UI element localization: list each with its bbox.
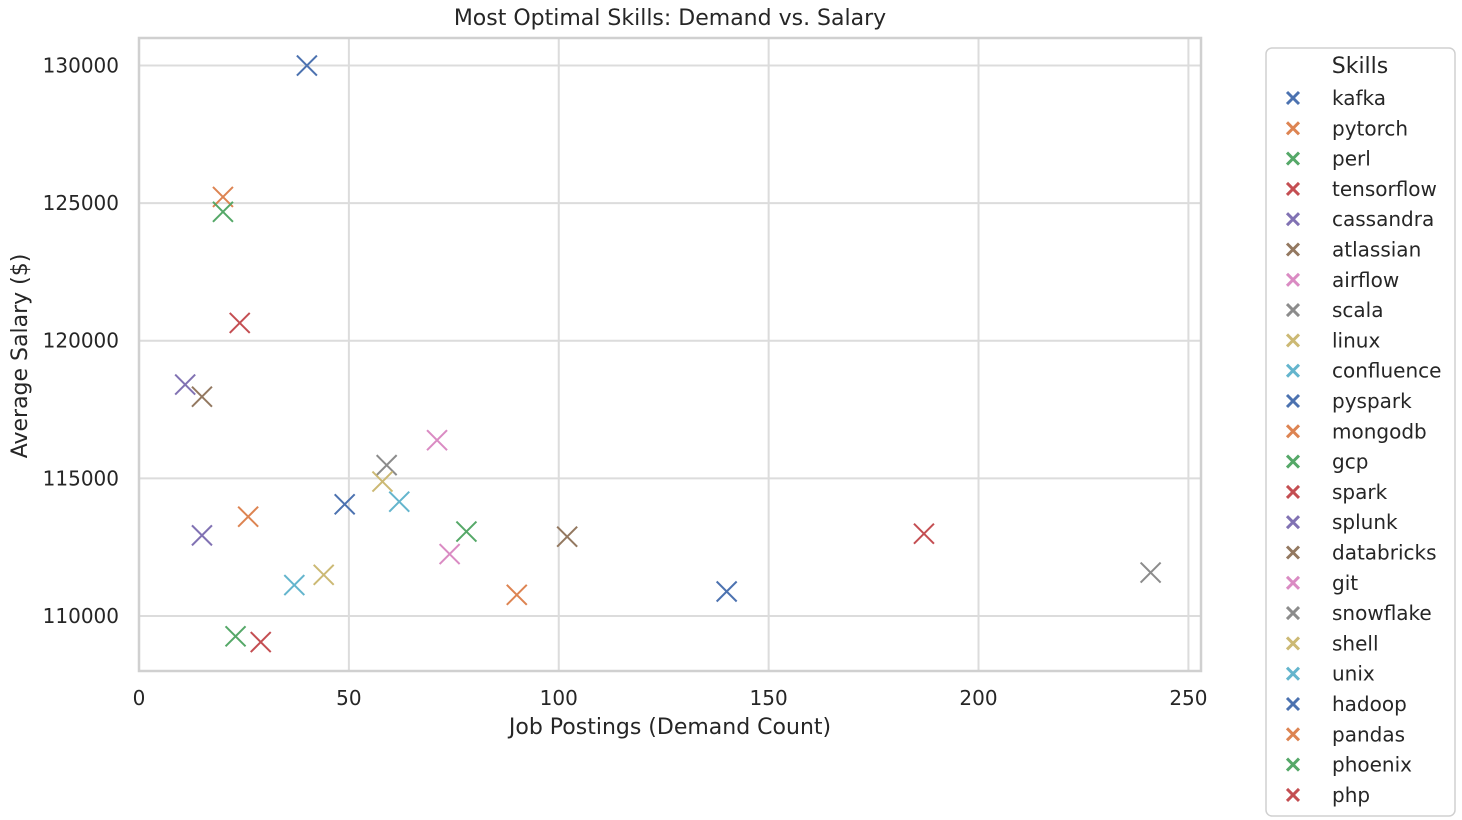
plot-area-frame bbox=[137, 36, 1203, 673]
legend-label-shell: shell bbox=[1332, 631, 1379, 655]
chart-title: Most Optimal Skills: Demand vs. Salary bbox=[454, 6, 886, 31]
legend-marker-splunk bbox=[1285, 515, 1301, 530]
legend-box bbox=[1265, 47, 1456, 817]
legend-marker-linux bbox=[1285, 333, 1301, 348]
legend-marker-databricks bbox=[1285, 545, 1301, 560]
legend-label-splunk: splunk bbox=[1332, 510, 1398, 534]
legend-label-scala: scala bbox=[1332, 298, 1383, 322]
y-tick-label: 120000 bbox=[43, 329, 119, 353]
point-snowflake bbox=[1139, 561, 1162, 584]
y-axis-label: Average Salary ($) bbox=[8, 254, 33, 459]
legend-label-hadoop: hadoop bbox=[1332, 692, 1407, 716]
legend-marker-unix bbox=[1285, 666, 1301, 681]
x-tick-label: 250 bbox=[1169, 686, 1207, 710]
point-unix bbox=[283, 574, 306, 596]
legend-marker-git bbox=[1285, 575, 1301, 590]
legend-marker-snowflake bbox=[1285, 606, 1301, 621]
point-linux bbox=[371, 470, 394, 493]
legend: Skills kafka pytorch perl tensorflow cassand… bbox=[1265, 47, 1456, 817]
x-tick-label: 50 bbox=[336, 686, 361, 710]
x-tick-label: 0 bbox=[133, 686, 146, 710]
legend-marker-cassandra bbox=[1285, 212, 1301, 227]
y-tick-label: 110000 bbox=[43, 604, 119, 628]
data-points bbox=[174, 54, 1162, 653]
x-tick-label: 200 bbox=[959, 686, 997, 710]
grid-lines bbox=[138, 38, 1201, 671]
legend-marker-scala bbox=[1285, 303, 1301, 318]
legend-label-perl: perl bbox=[1332, 147, 1371, 171]
legend-marker-gcp bbox=[1285, 454, 1301, 469]
legend-label-spark: spark bbox=[1332, 480, 1388, 504]
point-hadoop bbox=[715, 580, 738, 603]
legend-label-snowflake: snowflake bbox=[1332, 601, 1432, 625]
legend-label-databricks: databricks bbox=[1332, 541, 1437, 565]
point-git bbox=[438, 543, 461, 565]
legend-label-mongodb: mongodb bbox=[1332, 419, 1427, 443]
legend-marker-hadoop bbox=[1285, 696, 1301, 712]
legend-label-linux: linux bbox=[1332, 328, 1380, 352]
x-axis-ticks: 0 50 100 150 200 250 bbox=[133, 686, 1208, 710]
point-databricks bbox=[556, 525, 578, 548]
legend-label-gcp: gcp bbox=[1332, 450, 1368, 474]
point-splunk bbox=[191, 524, 213, 547]
legend-marker-perl bbox=[1285, 151, 1301, 166]
legend-title: Skills bbox=[1332, 54, 1389, 79]
point-kafka bbox=[296, 54, 318, 77]
point-tensorflow bbox=[229, 312, 251, 334]
legend-label-pytorch: pytorch bbox=[1332, 116, 1408, 140]
y-tick-label: 115000 bbox=[43, 466, 119, 490]
y-tick-label: 130000 bbox=[43, 54, 119, 78]
point-spark bbox=[913, 522, 935, 545]
legend-label-tensorflow: tensorflow bbox=[1332, 177, 1437, 201]
legend-label-pandas: pandas bbox=[1332, 722, 1405, 746]
point-shell bbox=[312, 564, 335, 586]
legend-marker-tensorflow bbox=[1285, 181, 1301, 196]
legend-marker-confluence bbox=[1285, 363, 1301, 378]
x-axis-label: Job Postings (Demand Count) bbox=[507, 715, 831, 740]
legend-label-git: git bbox=[1332, 571, 1358, 595]
legend-label-confluence: confluence bbox=[1332, 359, 1441, 383]
point-mongodb bbox=[237, 505, 259, 528]
legend-label-php: php bbox=[1332, 783, 1370, 807]
point-atlassian bbox=[191, 386, 213, 408]
point-scala bbox=[375, 454, 398, 476]
point-perl bbox=[212, 201, 234, 223]
legend-label-kafka: kafka bbox=[1332, 86, 1386, 110]
legend-marker-spark bbox=[1285, 484, 1301, 499]
legend-label-phoenix: phoenix bbox=[1332, 753, 1412, 777]
x-tick-label: 100 bbox=[540, 686, 578, 710]
legend-marker-shell bbox=[1285, 636, 1301, 651]
point-confluence bbox=[388, 490, 410, 513]
point-airflow bbox=[426, 429, 448, 451]
legend-label-atlassian: atlassian bbox=[1332, 238, 1421, 262]
point-gcp bbox=[455, 520, 478, 543]
legend-marker-pytorch bbox=[1285, 121, 1301, 136]
legend-marker-atlassian bbox=[1285, 242, 1301, 257]
legend-marker-php bbox=[1285, 787, 1301, 802]
x-tick-label: 150 bbox=[750, 686, 788, 710]
legend-marker-pandas bbox=[1285, 727, 1301, 742]
legend-marker-airflow bbox=[1285, 272, 1301, 287]
point-pyspark bbox=[333, 493, 356, 515]
point-phoenix bbox=[224, 625, 247, 648]
legend-marker-mongodb bbox=[1285, 424, 1301, 439]
legend-label-pyspark: pyspark bbox=[1332, 389, 1412, 413]
point-php bbox=[250, 631, 272, 653]
point-cassandra bbox=[174, 373, 196, 396]
legend-label-airflow: airflow bbox=[1332, 268, 1399, 292]
y-axis-ticks: 110000 115000 120000 125000 130000 bbox=[43, 54, 119, 628]
point-pytorch bbox=[212, 186, 234, 208]
y-tick-label: 125000 bbox=[43, 191, 119, 215]
legend-marker-kafka bbox=[1285, 90, 1301, 106]
legend-label-cassandra: cassandra bbox=[1332, 207, 1434, 231]
legend-marker-phoenix bbox=[1285, 757, 1301, 772]
legend-label-unix: unix bbox=[1332, 662, 1375, 686]
legend-items: kafka pytorch perl tensorflow cassandra atlas… bbox=[1285, 86, 1441, 807]
point-pandas bbox=[506, 584, 528, 606]
legend-marker-pyspark bbox=[1285, 393, 1301, 409]
